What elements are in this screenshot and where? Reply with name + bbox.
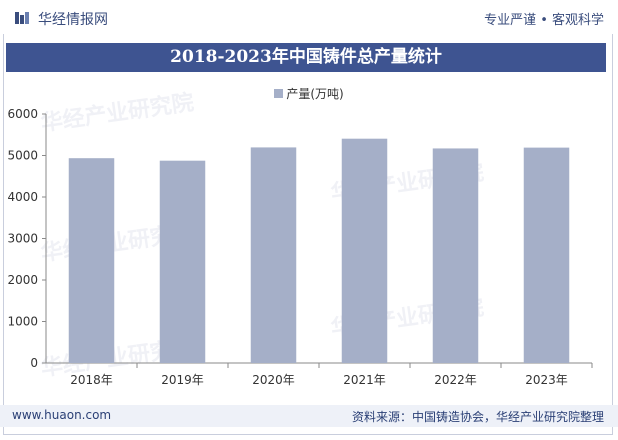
x-tick-label: 2020年 — [252, 373, 295, 387]
y-tick-label: 2000 — [7, 273, 38, 287]
footer-bar: www.huaon.com 资料来源：中国铸造协会，华经产业研究院整理 — [0, 405, 618, 427]
chart-legend: 产量(万吨) — [0, 85, 618, 102]
brand-name: 华经情报网 — [38, 12, 108, 28]
y-tick-label: 1000 — [7, 315, 38, 329]
bar — [341, 138, 388, 363]
x-tick-label: 2019年 — [161, 373, 204, 387]
bar — [523, 147, 570, 363]
footer-source: 资料来源：中国铸造协会，华经产业研究院整理 — [351, 410, 604, 424]
y-tick-label: 0 — [30, 356, 38, 370]
x-tick-label: 2022年 — [434, 373, 477, 387]
brand-slogan: 专业严谨 • 客观科学 — [484, 13, 604, 28]
footer-website: www.huaon.com — [12, 408, 112, 422]
brand-logo-icon — [15, 12, 29, 24]
bar — [159, 160, 206, 363]
legend-label: 产量(万吨) — [286, 87, 344, 101]
bar — [432, 148, 479, 363]
chart-title: 2018-2023年中国铸件总产量统计 — [6, 43, 606, 72]
y-tick-label: 6000 — [7, 107, 38, 121]
x-tick-label: 2021年 — [343, 373, 386, 387]
x-tick-label: 2023年 — [525, 373, 568, 387]
bar — [250, 147, 297, 363]
x-tick-label: 2018年 — [70, 373, 113, 387]
y-tick-label: 3000 — [7, 232, 38, 246]
bar — [68, 158, 115, 363]
y-tick-label: 5000 — [7, 149, 38, 163]
legend-swatch — [274, 89, 284, 98]
top-bar: 华经情报网 专业严谨 • 客观科学 — [0, 0, 618, 34]
y-tick-label: 4000 — [7, 190, 38, 204]
